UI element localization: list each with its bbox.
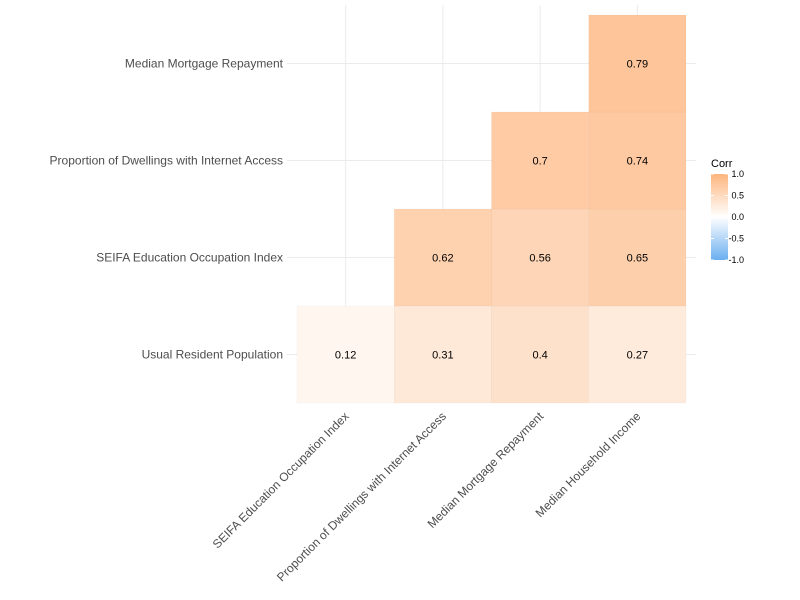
heatmap-cell (394, 305, 492, 404)
heatmap-cells (296, 14, 687, 404)
heatmap-cell (588, 305, 687, 404)
cell-value-label: 0.65 (627, 253, 648, 265)
heatmap-cell (588, 111, 687, 210)
y-tick-label: Median Mortgage Repayment (125, 57, 284, 71)
legend-tick-label: 1.0 (731, 169, 744, 179)
legend-title: Corr (711, 158, 733, 170)
y-axis-labels: Usual Resident Population SEIFA Education… (50, 57, 284, 362)
heatmap-cell (296, 305, 395, 404)
cell-value-label: 0.62 (432, 253, 453, 265)
heatmap-cell (491, 208, 589, 307)
cell-value-label: 0.12 (335, 350, 356, 362)
legend-tick-label: 0.0 (731, 212, 744, 222)
cell-value-label: 0.74 (627, 156, 648, 168)
legend: Corr 1.0 0.5 0.0 -0.5 -1.0 (711, 158, 744, 265)
legend-color-bar (711, 174, 728, 260)
cell-value-label: 0.7 (532, 156, 547, 168)
heatmap-cell (394, 208, 492, 307)
cell-value-label: 0.27 (627, 350, 648, 362)
heatmap-cell (588, 208, 687, 307)
cell-value-label: 0.56 (529, 253, 550, 265)
legend-ticks: 1.0 0.5 0.0 -0.5 -1.0 (711, 169, 744, 265)
heatmap-cell (491, 305, 589, 404)
legend-tick-label: -0.5 (728, 234, 744, 244)
y-tick-label: Proportion of Dwellings with Internet Ac… (50, 154, 283, 168)
legend-tick-label: 0.5 (731, 191, 744, 201)
heatmap-cell (588, 14, 687, 113)
legend-tick-label: -1.0 (728, 255, 744, 265)
cell-value-labels: 0.12 0.31 0.4 0.27 0.62 0.56 0.65 0.7 0.74 0.79 (335, 59, 648, 362)
cell-value-label: 0.31 (432, 350, 453, 362)
cell-value-label: 0.79 (627, 59, 648, 71)
y-tick-label: Usual Resident Population (142, 348, 283, 362)
y-tick-label: SEIFA Education Occupation Index (96, 251, 283, 265)
cell-value-label: 0.4 (532, 350, 547, 362)
